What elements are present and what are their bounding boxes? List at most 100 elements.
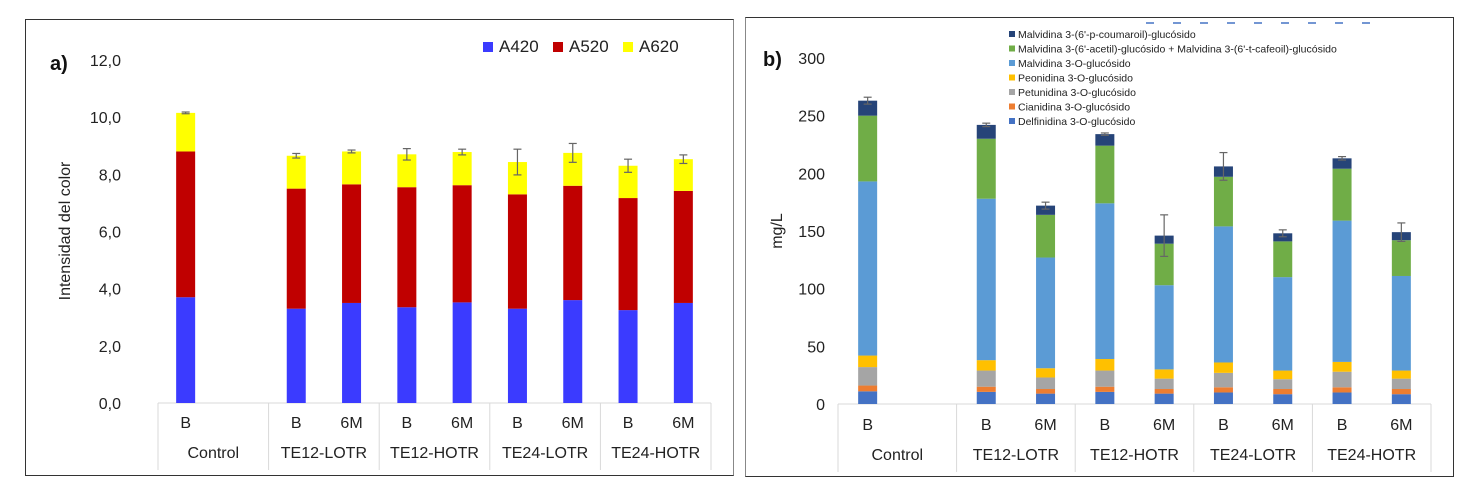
legend-swatch xyxy=(1009,103,1015,110)
bar-segment xyxy=(342,151,362,185)
bar-segment xyxy=(1332,371,1352,388)
x-tick-label: B xyxy=(1337,417,1348,434)
bar-segment xyxy=(1095,134,1115,146)
panel-label: b) xyxy=(763,49,782,71)
bar-segment xyxy=(1213,387,1233,393)
legend-label: A520 xyxy=(569,37,609,56)
bar-stack xyxy=(1036,205,1056,404)
bar-segment xyxy=(1391,378,1411,390)
bar-segment xyxy=(1154,285,1174,370)
bar-stack xyxy=(1095,134,1115,404)
x-tick-label: B xyxy=(402,415,413,432)
bar-segment xyxy=(1213,226,1233,363)
legend-label: Petunidina 3-O-glucósido xyxy=(1018,87,1136,99)
panel-label: a) xyxy=(50,53,68,75)
bar-segment xyxy=(976,370,996,387)
y-tick-label: 0,0 xyxy=(99,396,121,413)
bar-segment xyxy=(1332,220,1352,362)
bar-segment xyxy=(618,165,638,199)
bar-segment xyxy=(1036,368,1056,378)
bar-stack xyxy=(1332,158,1352,404)
bar-segment xyxy=(618,198,638,311)
x-tick-label: 6M xyxy=(451,415,473,432)
bar-segment xyxy=(1036,257,1056,369)
bar-segment xyxy=(858,367,878,386)
bar-segment xyxy=(976,360,996,371)
bar-segment xyxy=(1332,168,1352,221)
x-tick-label: 6M xyxy=(1034,417,1056,434)
y-axis-title: Intensidad del color xyxy=(57,161,74,300)
x-group-label: TE24-HOTR xyxy=(611,445,700,462)
bar-segment xyxy=(452,302,472,403)
x-tick-label: B xyxy=(291,415,302,432)
bar-segment xyxy=(976,198,996,361)
bar-segment xyxy=(1391,240,1411,276)
bar-segment xyxy=(858,181,878,356)
bar-segment xyxy=(1095,359,1115,371)
bar-segment xyxy=(1154,393,1174,404)
x-tick-label: 6M xyxy=(340,415,362,432)
x-tick-label: B xyxy=(1218,417,1229,434)
legend-label: Peonidina 3-O-glucósido xyxy=(1018,73,1133,85)
x-tick-label: 6M xyxy=(562,415,584,432)
x-group-label: Control xyxy=(872,447,924,464)
bar-stack xyxy=(397,154,417,403)
bar-segment xyxy=(1095,203,1115,360)
bar-segment xyxy=(858,100,878,116)
bar-segment xyxy=(286,188,306,309)
bar-segment xyxy=(1391,394,1411,404)
bar-segment xyxy=(1095,391,1115,404)
bar-segment xyxy=(1036,389,1056,394)
x-tick-label: 6M xyxy=(672,415,694,432)
bar-segment xyxy=(286,308,306,403)
x-tick-label: B xyxy=(1100,417,1111,434)
x-group-label: TE12-LOTR xyxy=(973,447,1059,464)
y-tick-label: 200 xyxy=(798,166,825,183)
x-group-label: TE24-LOTR xyxy=(502,445,588,462)
chart-panel-a: a) Intensidad del color 0,0 2,0 4,0 6,0 8,0 10,… xyxy=(25,19,734,476)
bar-segment xyxy=(507,308,527,403)
y-tick-label: 100 xyxy=(798,282,825,299)
bar-segment xyxy=(1273,394,1293,404)
chart-a-canvas: a) Intensidad del color 0,0 2,0 4,0 6,0 8,0 10,… xyxy=(50,37,712,470)
x-tick-label: 6M xyxy=(1272,417,1294,434)
bar-segment xyxy=(176,112,196,152)
legend-swatch xyxy=(1009,118,1015,124)
bar-stack xyxy=(452,152,472,403)
x-group-label: Control xyxy=(188,445,240,462)
bar-segment xyxy=(507,194,527,309)
bar-stack xyxy=(1391,232,1411,404)
bar-segment xyxy=(858,391,878,404)
bar-segment xyxy=(1391,389,1411,395)
bar-stack xyxy=(1213,166,1233,404)
bar-stack xyxy=(618,165,638,403)
bar-stack xyxy=(342,151,362,403)
bar-segment xyxy=(1391,275,1411,371)
bar-segment xyxy=(1095,145,1115,204)
x-tick-label: B xyxy=(862,417,873,434)
legend-swatch xyxy=(1009,60,1015,66)
bar-segment xyxy=(452,152,472,186)
x-group-label: TE24-LOTR xyxy=(1210,447,1296,464)
y-tick-label: 8,0 xyxy=(99,167,121,184)
legend-label: A420 xyxy=(499,37,539,56)
legend-swatch xyxy=(1009,89,1015,95)
bar-segment xyxy=(1154,378,1174,390)
bar-stack xyxy=(286,155,306,403)
bar-segment xyxy=(1213,392,1233,404)
bar-segment xyxy=(1036,214,1056,258)
legend-swatch xyxy=(1009,74,1015,81)
bar-segment xyxy=(1036,393,1056,404)
bar-segment xyxy=(507,162,527,195)
y-tick-label: 50 xyxy=(807,339,825,356)
bar-segment xyxy=(452,185,472,303)
legend-label: Delfinidina 3-O-glucósido xyxy=(1018,116,1135,128)
bar-segment xyxy=(397,187,417,308)
x-tick-label: B xyxy=(623,415,634,432)
legend-label: Malvidina 3-(6'-p-coumaroil)-glucósido xyxy=(1018,29,1196,41)
legend-label: Malvidina 3-O-glucósido xyxy=(1018,58,1131,70)
legend-swatch xyxy=(1009,45,1015,52)
bar-stack xyxy=(858,100,878,404)
legend-swatch xyxy=(623,42,633,52)
x-tick-label: B xyxy=(981,417,992,434)
